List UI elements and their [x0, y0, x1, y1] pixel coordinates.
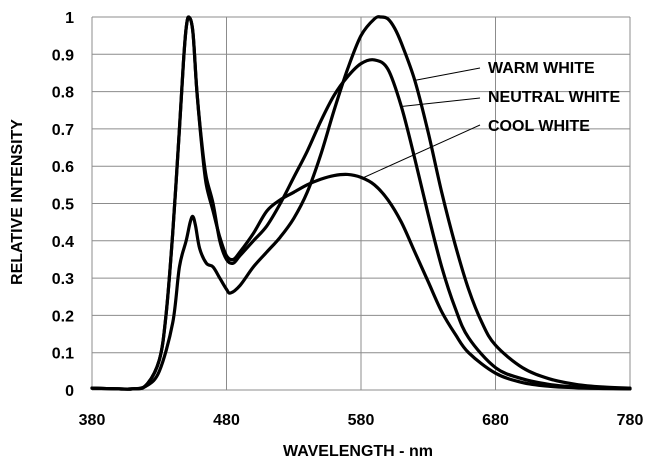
- y-tick-label: 0.2: [52, 308, 74, 325]
- legend-label-warm-white: WARM WHITE: [488, 60, 595, 77]
- y-tick-label: 0: [65, 383, 74, 400]
- y-tick-label: 0.1: [52, 346, 74, 363]
- x-tick-label: 480: [213, 412, 240, 429]
- x-axis-label: WAVELENGTH - nm: [283, 443, 433, 460]
- y-tick-labels: 0 0.1 0.2 0.3 0.4 0.5 0.6 0.7 0.8 0.9 1: [52, 10, 74, 400]
- y-tick-label: 0.3: [52, 271, 74, 288]
- y-tick-label: 0.5: [52, 197, 74, 214]
- legend: WARM WHITE NEUTRAL WHITE COOL WHITE: [362, 60, 620, 179]
- y-tick-label: 0.6: [52, 159, 74, 176]
- legend-leader-line: [401, 97, 481, 108]
- y-axis-label: RELATIVE INTENSITY: [9, 119, 26, 285]
- y-tick-label: 0.8: [52, 85, 74, 102]
- legend-leader-line: [414, 67, 481, 81]
- grid: [91, 16, 631, 391]
- y-tick-label: 0.4: [52, 234, 74, 251]
- x-tick-label: 580: [348, 412, 375, 429]
- x-tick-labels: 380 480 580 680 780: [79, 412, 644, 429]
- series-lines: [90, 15, 632, 391]
- y-tick-label: 1: [65, 10, 74, 27]
- legend-label-cool-white: COOL WHITE: [488, 118, 590, 135]
- x-tick-label: 780: [617, 412, 644, 429]
- series-line-cool-white: [90, 15, 632, 391]
- series-line-warm-white: [90, 15, 632, 391]
- x-tick-label: 680: [482, 412, 509, 429]
- y-tick-label: 0.9: [52, 47, 74, 64]
- legend-leader-line: [362, 124, 481, 179]
- y-tick-label: 0.7: [52, 122, 74, 139]
- legend-label-neutral-white: NEUTRAL WHITE: [488, 89, 620, 106]
- x-tick-label: 380: [79, 412, 106, 429]
